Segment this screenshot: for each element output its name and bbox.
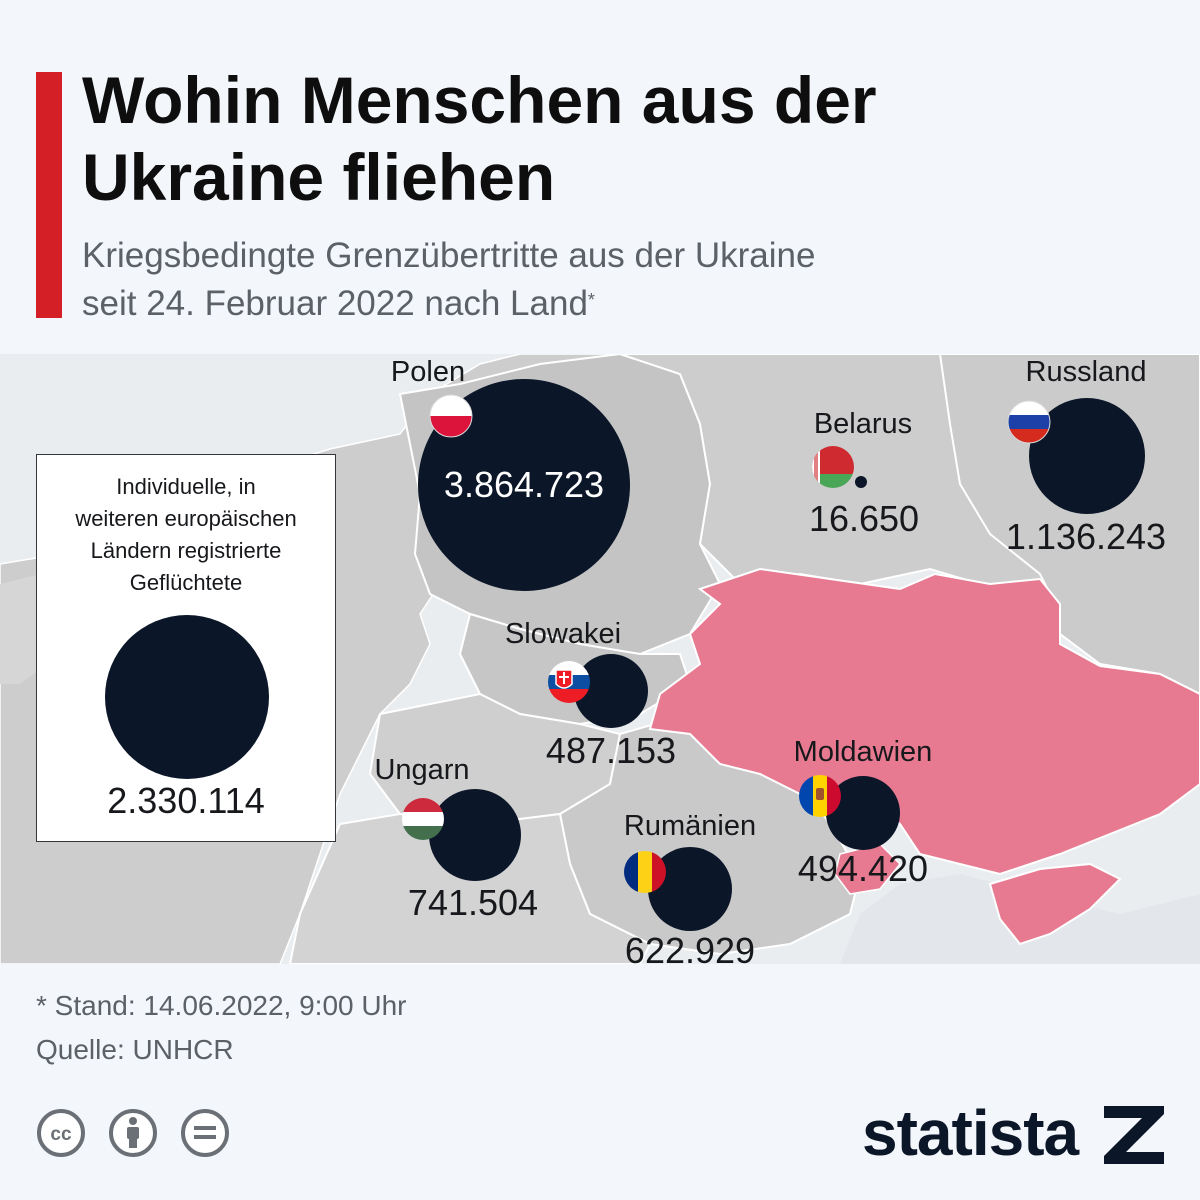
statista-wordmark: statista xyxy=(862,1097,1079,1169)
legend-line-1: Individuelle, in xyxy=(116,474,256,499)
subtitle-line-2: seit 24. Februar 2022 nach Land* xyxy=(82,280,1162,328)
country-value-ungarn: 741.504 xyxy=(407,882,539,923)
land-balkans xyxy=(288,812,652,964)
svg-text:cc: cc xyxy=(50,1124,72,1145)
legend-line-2: weiteren europäischen xyxy=(75,506,297,531)
hu-flag-icon xyxy=(402,798,444,840)
legend-line-3: Ländern registrierte xyxy=(90,538,282,563)
country-value-polen: 3.864.723 xyxy=(443,464,605,505)
country-label-slowakei: Slowakei xyxy=(504,618,622,650)
country-label-ungarn: Ungarn xyxy=(374,754,470,786)
circle-ungarn xyxy=(429,789,521,881)
title-line-2: Ukraine fliehen xyxy=(82,140,556,214)
legend-box: Individuelle, in weiteren europäischen L… xyxy=(36,454,336,842)
subtitle-line-2-text: seit 24. Februar 2022 nach Land xyxy=(82,284,588,323)
by-flag-icon xyxy=(812,446,854,488)
ru-flag-icon xyxy=(1007,400,1051,444)
no-derivatives-icon[interactable] xyxy=(180,1108,230,1158)
footnote-date: * Stand: 14.06.2022, 9:00 Uhr xyxy=(36,990,407,1021)
country-label-belarus: Belarus xyxy=(813,408,913,440)
ro-flag-icon xyxy=(624,851,666,893)
page-title: Wohin Menschen aus der Ukraine fliehen xyxy=(82,62,1162,216)
md-flag-icon xyxy=(799,775,841,817)
country-value-rumaenien: 622.929 xyxy=(624,930,756,971)
footnote-source: Quelle: UNHCR xyxy=(36,1034,234,1065)
country-value-russland: 1.136.243 xyxy=(1005,516,1167,557)
country-label-rumaenien: Rumänien xyxy=(623,810,757,842)
country-label-moldawien: Moldawien xyxy=(793,736,933,768)
cc-icon[interactable]: cc xyxy=(36,1108,86,1158)
sk-flag-icon xyxy=(548,661,590,703)
circle-polen xyxy=(418,379,630,591)
circle-moldawien xyxy=(826,776,900,850)
legend-line-4: Geflüchtete xyxy=(129,570,243,595)
accent-bar xyxy=(36,72,62,318)
circle-russland xyxy=(1029,398,1145,514)
land-crimea xyxy=(988,862,1122,946)
pl-flag-icon xyxy=(429,394,473,438)
subtitle-footnote-marker: * xyxy=(587,290,595,310)
legend-text: Individuelle, in weiteren europäischen L… xyxy=(37,471,335,599)
statista-logo-icon xyxy=(1104,1106,1164,1164)
attribution-icon[interactable] xyxy=(108,1108,158,1158)
country-label-russland: Russland xyxy=(1025,356,1147,388)
legend-value: 2.330.114 xyxy=(107,780,265,821)
country-label-polen: Polen xyxy=(390,356,466,388)
legend-circle xyxy=(105,615,269,779)
land-ukraine xyxy=(648,567,1200,876)
circle-slowakei xyxy=(574,654,648,728)
circle-rumaenien xyxy=(648,847,732,931)
subtitle-line-1: Kriegsbedingte Grenzübertritte aus der U… xyxy=(82,236,816,275)
title-line-1: Wohin Menschen aus der xyxy=(82,63,877,137)
circle-belarus xyxy=(855,476,867,488)
country-value-slowakei: 487.153 xyxy=(545,730,677,771)
country-value-belarus: 16.650 xyxy=(808,498,920,539)
page-subtitle: Kriegsbedingte Grenzübertritte aus der U… xyxy=(82,232,1162,328)
country-value-moldawien: 494.420 xyxy=(797,848,929,889)
